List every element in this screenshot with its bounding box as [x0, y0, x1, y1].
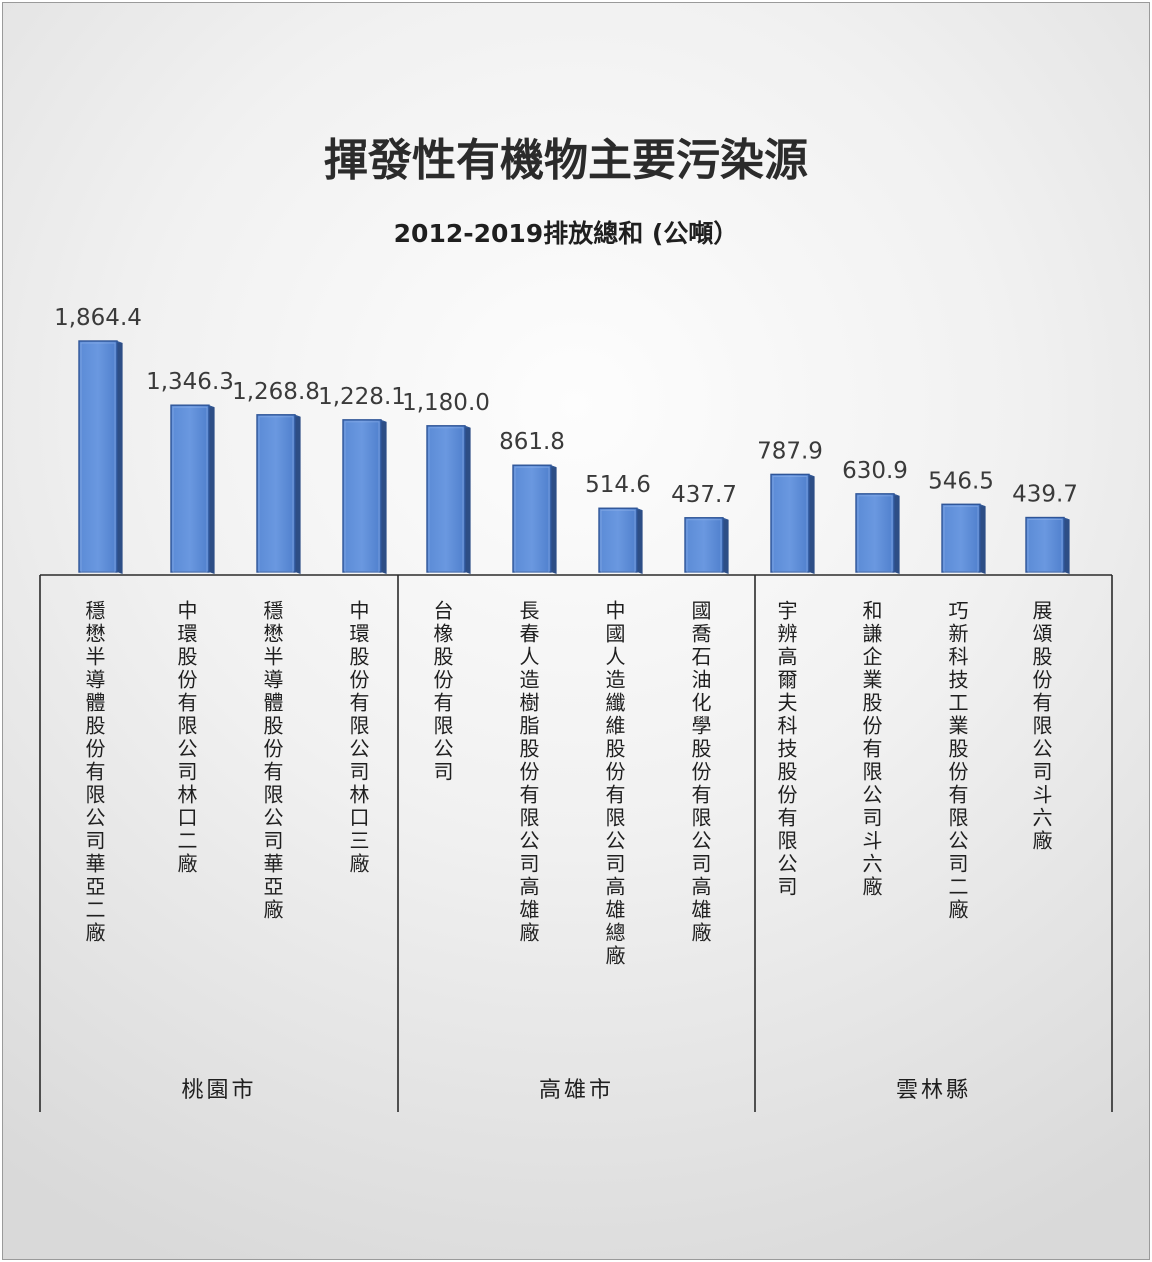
- bar-10: [855, 493, 900, 574]
- group-labels: 桃園市 高雄市 雲林縣: [181, 1078, 971, 1103]
- category-label: 長春人造樹脂股份有限公司高雄廠: [516, 600, 540, 945]
- value-label: 439.7: [1012, 482, 1078, 508]
- category-label: 巧新科技工業股份有限公司二廠: [945, 600, 969, 922]
- bar-12: [1025, 516, 1070, 574]
- value-label: 1,346.3: [146, 369, 234, 395]
- category-label: 中環股份有限公司林口二廠: [174, 600, 198, 876]
- chart-subtitle: 2012-2019排放總和 (公噸）: [394, 219, 739, 248]
- group-label: 高雄市: [539, 1078, 614, 1103]
- value-label: 1,268.8: [232, 379, 320, 405]
- chart-title: 揮發性有機物主要污染源: [324, 135, 808, 186]
- bar-6: [512, 464, 557, 574]
- category-label: 國喬石油化學股份有限公司高雄廠: [688, 600, 712, 945]
- category-label: 中環股份有限公司林口三廠: [346, 600, 370, 876]
- group-label: 雲林縣: [896, 1078, 971, 1103]
- value-label: 1,180.0: [402, 390, 490, 416]
- value-label: 1,228.1: [318, 384, 406, 410]
- category-label: 宇辨高爾夫科技股份有限公司: [774, 600, 798, 899]
- value-label: 546.5: [928, 468, 994, 494]
- bar-9: [770, 473, 815, 574]
- bar-8: [684, 517, 729, 574]
- bar-11: [941, 503, 986, 574]
- value-label: 630.9: [842, 458, 908, 484]
- category-label: 展頌股份有限公司斗六廠: [1029, 600, 1053, 853]
- bar-5: [426, 425, 471, 574]
- value-label: 514.6: [585, 472, 651, 498]
- value-label: 1,864.4: [54, 305, 142, 331]
- category-labels: 穩懋半導體股份有限公司華亞二廠 中環股份有限公司林口二廠 穩懋半導體股份有限公司華亞…: [82, 600, 1053, 968]
- value-label: 861.8: [499, 429, 565, 455]
- bar-7: [598, 507, 643, 574]
- bar-1: [78, 340, 123, 574]
- category-label: 台橡股份有限公司: [430, 600, 454, 784]
- bar-2: [170, 404, 215, 574]
- group-label: 桃園市: [181, 1078, 256, 1103]
- bar-4: [342, 419, 387, 574]
- value-label: 787.9: [757, 438, 823, 464]
- category-label: 中國人造纖維股份有限公司高雄總廠: [602, 600, 626, 968]
- category-axis: [39, 574, 1113, 1112]
- category-label: 穩懋半導體股份有限公司華亞二廠: [82, 600, 106, 945]
- bars-layer: 1,864.4 1,346.31,268.81,228.11,180.0 861.8…: [54, 305, 1078, 574]
- category-label: 和謙企業股份有限公司斗六廠: [859, 600, 883, 899]
- category-label: 穩懋半導體股份有限公司華亞廠: [260, 600, 284, 922]
- bar-3: [256, 414, 301, 574]
- value-label: 437.7: [671, 482, 737, 508]
